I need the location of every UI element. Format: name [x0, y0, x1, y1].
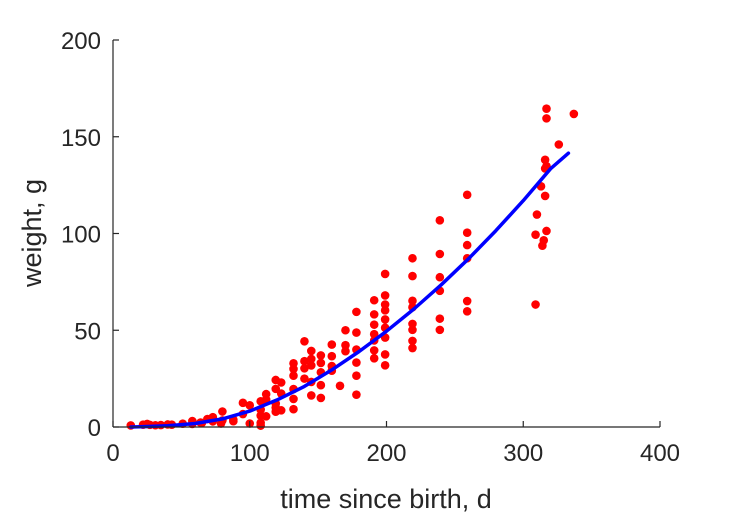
data-point — [369, 295, 379, 305]
data-point — [300, 374, 309, 383]
data-point — [369, 346, 379, 355]
data-point — [341, 346, 350, 356]
data-point — [408, 343, 417, 353]
data-point — [352, 390, 361, 399]
data-point — [316, 358, 326, 368]
data-point — [462, 306, 472, 316]
data-point — [408, 271, 417, 281]
data-point — [229, 416, 238, 426]
data-point — [352, 328, 361, 337]
data-point — [352, 358, 361, 367]
data-point — [569, 109, 579, 119]
data-point — [542, 226, 551, 236]
data-point — [380, 291, 390, 300]
y-tick-label: 50 — [74, 318, 101, 345]
data-point — [245, 401, 255, 410]
y-tick-label: 0 — [88, 415, 101, 442]
fit-curve — [129, 151, 571, 429]
data-point — [300, 336, 309, 346]
data-point — [435, 325, 445, 335]
data-point — [380, 350, 390, 359]
x-tick-label: 0 — [106, 440, 119, 467]
data-point — [300, 356, 309, 366]
data-point — [539, 235, 549, 245]
data-point — [306, 346, 316, 356]
data-point — [435, 272, 445, 282]
x-tick-label: 400 — [640, 440, 680, 467]
data-point — [306, 354, 316, 364]
data-point — [380, 360, 390, 370]
data-point — [335, 381, 345, 391]
data-point — [327, 351, 337, 361]
data-point — [289, 364, 298, 374]
x-tick-label: 200 — [366, 440, 406, 467]
data-point — [289, 394, 298, 404]
plot-area — [126, 104, 579, 430]
data-point — [306, 361, 316, 370]
y-tick-label: 100 — [61, 222, 101, 249]
x-axis-label: time since birth, d — [280, 484, 492, 514]
data-point — [540, 155, 550, 165]
data-point — [238, 398, 248, 408]
data-point — [462, 190, 472, 200]
data-point — [341, 325, 350, 335]
data-point — [289, 371, 298, 381]
y-tick-label: 150 — [61, 125, 101, 152]
data-point — [408, 253, 417, 263]
data-point — [300, 364, 309, 373]
data-point — [435, 249, 445, 259]
data-point — [531, 300, 540, 309]
data-point — [462, 240, 472, 250]
data-point — [554, 140, 564, 149]
data-point — [352, 371, 361, 381]
data-point — [352, 307, 361, 317]
data-point — [435, 314, 445, 323]
data-point — [462, 228, 472, 238]
y-axis-label: weight, g — [17, 179, 47, 288]
data-point — [341, 340, 350, 350]
data-point — [369, 320, 379, 329]
data-point — [540, 191, 550, 201]
data-point — [408, 336, 417, 346]
x-tick-label: 300 — [503, 440, 543, 467]
data-point — [369, 329, 379, 339]
x-tick-label: 100 — [230, 440, 270, 467]
data-point — [369, 354, 379, 363]
data-point — [435, 216, 445, 225]
ticks: 0 100 200 300 400 0 50 100 150 200 — [61, 28, 680, 467]
y-tick-label: 200 — [61, 28, 101, 55]
data-point — [316, 380, 326, 390]
data-point — [316, 351, 326, 360]
data-point — [380, 269, 390, 279]
data-point — [408, 296, 417, 306]
data-point — [542, 104, 551, 113]
data-point — [408, 325, 417, 335]
data-point — [327, 340, 337, 349]
data-point — [542, 114, 551, 123]
data-point — [218, 407, 227, 416]
data-point — [380, 306, 390, 315]
data-point — [306, 391, 316, 400]
data-point — [261, 412, 271, 421]
data-point — [531, 230, 540, 239]
data-point — [462, 296, 472, 306]
data-point — [380, 315, 390, 324]
data-point — [289, 404, 298, 414]
data-point — [408, 319, 417, 329]
data-point — [276, 406, 286, 415]
data-point — [316, 393, 326, 403]
data-point — [256, 421, 265, 430]
data-point — [369, 310, 379, 319]
data-point — [532, 210, 542, 219]
data-point — [276, 378, 286, 387]
